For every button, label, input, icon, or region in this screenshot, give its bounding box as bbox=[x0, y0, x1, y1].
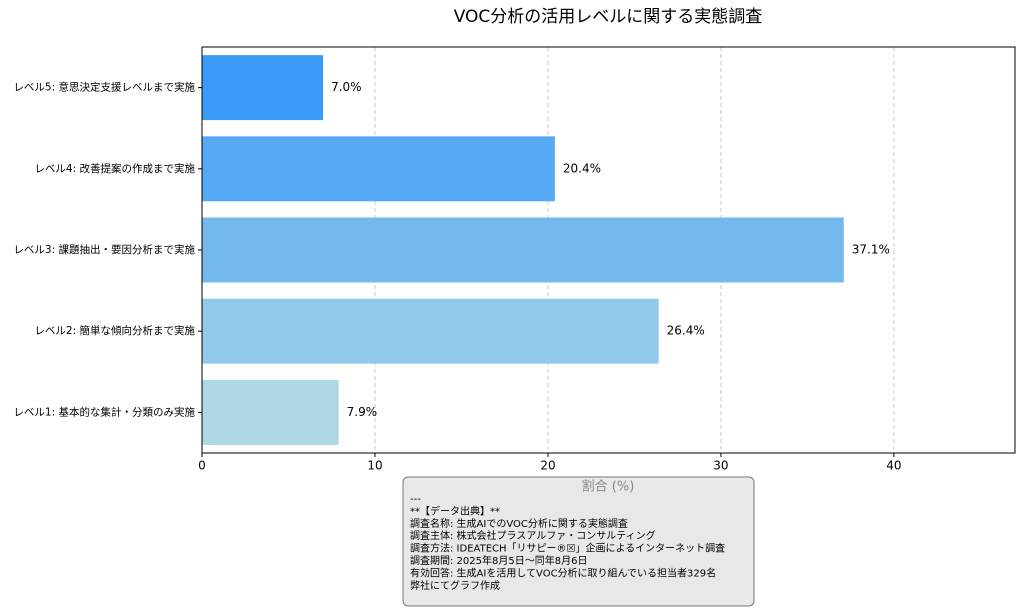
bar bbox=[202, 217, 844, 283]
x-tick-label: 40 bbox=[886, 459, 901, 473]
value-label: 7.9% bbox=[347, 405, 378, 419]
y-tick-label: レベル4: 改善提案の作成まで実施 bbox=[34, 162, 195, 175]
annotation-line: 調査名称: 生成AIでのVOC分析に関する実態調査 bbox=[410, 517, 628, 530]
y-tick-label: レベル5: 意思決定支援レベルまで実施 bbox=[13, 81, 195, 94]
value-label: 7.0% bbox=[331, 80, 362, 94]
x-tick-label: 20 bbox=[540, 459, 555, 473]
annotation-line: 調査期間: 2025年8月5日～同年8月6日 bbox=[410, 554, 587, 567]
plot-frame bbox=[201, 46, 1016, 454]
bar bbox=[202, 55, 324, 121]
annotation-line: 調査主体: 株式会社プラスアルファ・コンサルティング bbox=[410, 529, 656, 542]
x-tick-label: 0 bbox=[198, 459, 206, 473]
chart-title: VOC分析の活用レベルに関する実態調査 bbox=[454, 7, 763, 27]
annotation-line: **【データ出典】** bbox=[410, 504, 500, 517]
annotation-line: 調査方法: IDEATECH「リサピー®☒」企画によるインターネット調査 bbox=[410, 542, 725, 555]
annotation-box bbox=[402, 476, 755, 607]
y-tick-label: レベル1: 基本的な集計・分類のみ実施 bbox=[13, 405, 195, 418]
value-label: 37.1% bbox=[852, 243, 890, 257]
annotation-line: 弊社にてグラフ作成 bbox=[410, 579, 500, 592]
bar bbox=[202, 298, 659, 364]
bar bbox=[202, 379, 339, 445]
x-axis-label: 割合 (%) bbox=[582, 479, 635, 495]
annotation-line: --- bbox=[410, 494, 421, 505]
bar bbox=[202, 136, 555, 202]
y-tick-label: レベル3: 課題抽出・要因分析まで実施 bbox=[13, 243, 195, 256]
y-tick-label: レベル2: 簡単な傾向分析まで実施 bbox=[34, 324, 195, 337]
x-tick-label: 30 bbox=[713, 459, 728, 473]
x-tick-label: 10 bbox=[367, 459, 382, 473]
annotation-line: 有効回答: 生成AIを活用してVOC分析に取り組んでいる担当者329名 bbox=[410, 566, 716, 579]
value-label: 26.4% bbox=[667, 324, 705, 338]
value-label: 20.4% bbox=[563, 161, 601, 175]
